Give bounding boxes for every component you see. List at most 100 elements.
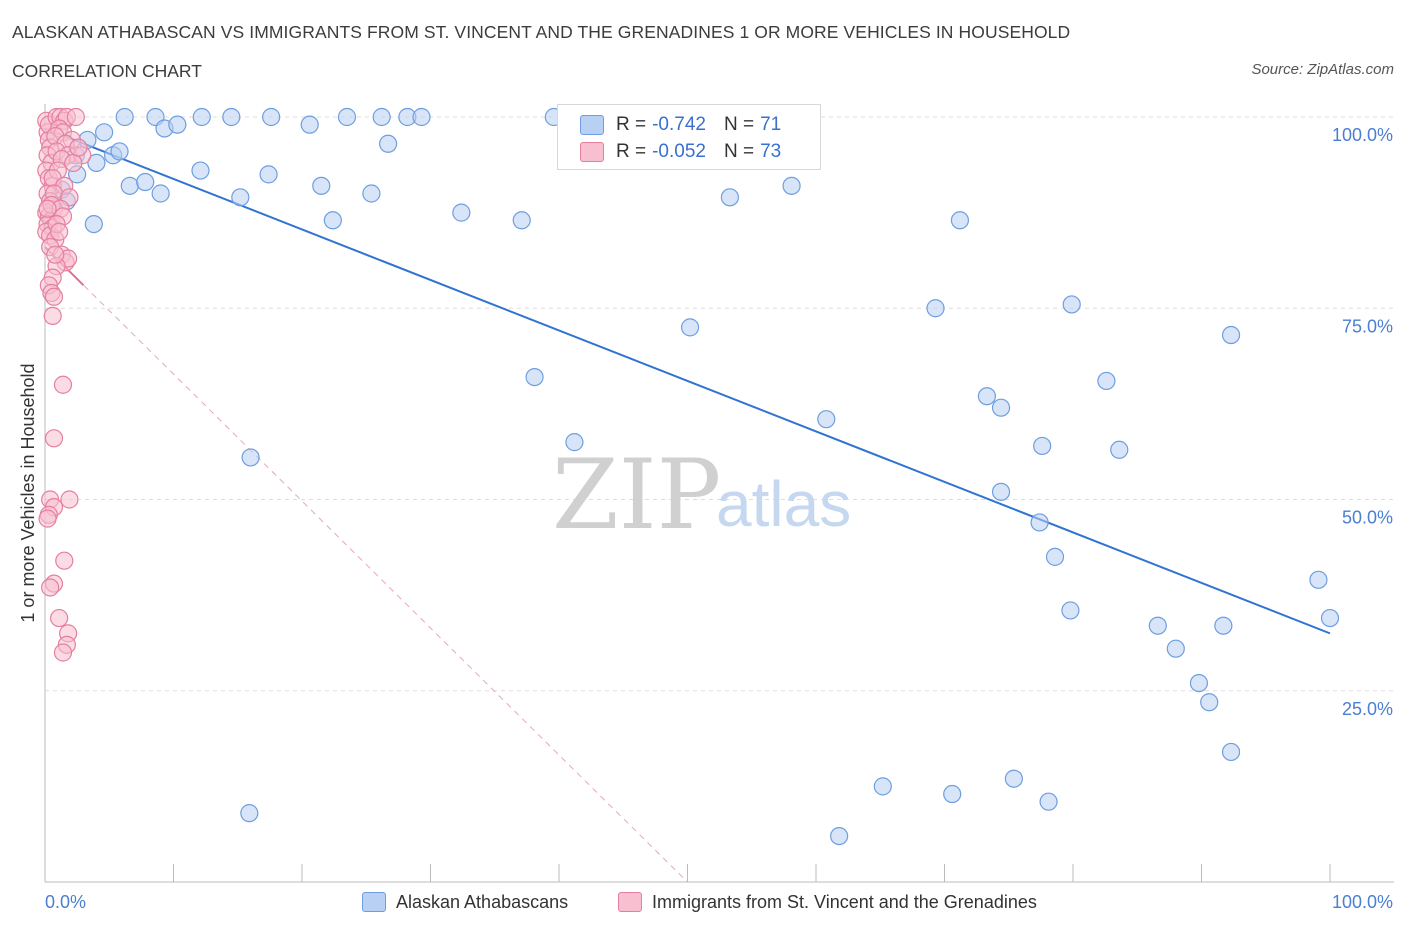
point-stvincent — [43, 306, 62, 325]
point-athabascan — [1200, 693, 1219, 712]
trendline-athabascan — [44, 127, 1331, 635]
point-athabascan — [1166, 639, 1185, 658]
point-athabascan — [300, 115, 319, 134]
point-athabascan — [168, 115, 187, 134]
point-athabascan — [115, 107, 134, 127]
y-tick-label: 50.0% — [1342, 508, 1393, 528]
point-athabascan — [241, 448, 260, 467]
point-athabascan — [1033, 436, 1052, 456]
point-athabascan — [1320, 608, 1340, 628]
point-stvincent — [50, 608, 69, 628]
y-tick-label: 100.0% — [1332, 125, 1393, 145]
x-tick-labels: 0.0% 100.0% — [45, 892, 1393, 912]
point-stvincent — [50, 222, 69, 241]
point-athabascan — [1039, 792, 1058, 811]
legend-box: R = -0.742 N = 71 R = -0.052 N = 73 — [557, 104, 821, 170]
legend-n-value: 73 — [760, 141, 782, 162]
point-athabascan — [680, 318, 700, 337]
point-athabascan — [362, 184, 381, 203]
legend-row-athabascan: R = -0.742 N = 71 — [580, 113, 781, 137]
data-points — [37, 107, 1340, 846]
point-athabascan — [378, 134, 398, 153]
point-athabascan — [830, 826, 849, 846]
point-stvincent — [66, 107, 85, 127]
y-tick-labels: 25.0% 50.0% 75.0% 100.0% — [1332, 125, 1393, 719]
point-athabascan — [943, 784, 962, 804]
point-athabascan — [452, 203, 471, 222]
legend-swatch-blue — [580, 115, 604, 135]
point-stvincent — [41, 578, 60, 597]
point-athabascan — [136, 172, 155, 192]
point-athabascan — [337, 107, 357, 127]
point-athabascan — [151, 184, 170, 203]
y-tick-label: 75.0% — [1342, 316, 1393, 336]
point-athabascan — [1148, 616, 1167, 635]
point-athabascan — [191, 161, 210, 180]
point-athabascan — [873, 777, 892, 796]
point-athabascan — [1097, 371, 1116, 391]
point-athabascan — [525, 368, 544, 387]
legend-r-value: -0.052 — [652, 141, 706, 162]
point-athabascan — [412, 107, 431, 127]
y-axis-label: 1 or more Vehicles in Household — [18, 363, 38, 622]
legend-row-stvincent: R = -0.052 N = 73 — [580, 140, 781, 164]
point-athabascan — [222, 107, 241, 127]
point-stvincent — [55, 551, 74, 570]
watermark: ZIP atlas — [552, 439, 851, 551]
legend-r-label: R = — [616, 114, 647, 135]
point-athabascan — [1309, 570, 1328, 589]
legend-n-label: N = — [723, 141, 755, 162]
watermark-atlas: atlas — [716, 468, 851, 540]
chart-source: Source: ZipAtlas.com — [1251, 61, 1394, 78]
point-athabascan — [84, 215, 103, 234]
trendline-stvincent-dashed — [44, 246, 688, 883]
point-athabascan — [991, 398, 1011, 417]
point-stvincent — [46, 245, 65, 264]
point-athabascan — [262, 107, 281, 127]
point-athabascan — [782, 176, 801, 195]
point-athabascan — [926, 299, 945, 318]
legend-n-label: N = — [723, 114, 755, 135]
point-athabascan — [817, 410, 836, 429]
legend-r-value: -0.742 — [652, 114, 706, 135]
watermark-zip: ZIP — [552, 439, 721, 551]
legend-swatch-pink — [580, 142, 604, 162]
point-athabascan — [565, 433, 584, 452]
point-stvincent — [38, 199, 57, 218]
point-athabascan — [95, 123, 114, 142]
point-stvincent — [69, 138, 88, 157]
point-athabascan — [1045, 547, 1065, 566]
point-athabascan — [512, 211, 531, 230]
point-athabascan — [259, 165, 278, 184]
chart-subtitle: CORRELATION CHART — [12, 61, 202, 81]
point-athabascan — [1221, 325, 1241, 345]
point-athabascan — [1062, 295, 1081, 314]
chart-title: ALASKAN ATHABASCAN VS IMMIGRANTS FROM ST… — [12, 22, 1071, 42]
point-stvincent — [44, 429, 64, 448]
bottom-legend-stvincent: Immigrants from St. Vincent and the Gren… — [618, 889, 1037, 915]
point-athabascan — [240, 804, 259, 823]
point-athabascan — [1221, 742, 1241, 762]
point-athabascan — [1061, 601, 1080, 620]
point-athabascan — [231, 188, 250, 207]
point-athabascan — [323, 211, 342, 230]
bottom-legend-swatch-pink — [618, 892, 642, 912]
point-stvincent — [60, 490, 79, 509]
point-stvincent — [38, 509, 57, 528]
y-tick-label: 25.0% — [1342, 699, 1393, 719]
point-athabascan — [1214, 616, 1233, 635]
point-stvincent — [53, 643, 73, 662]
point-athabascan — [120, 176, 139, 195]
bottom-legend-label: Alaskan Athabascans — [396, 891, 569, 912]
point-athabascan — [312, 176, 331, 195]
legend-r-label: R = — [616, 141, 647, 162]
point-athabascan — [991, 482, 1011, 501]
point-athabascan — [1004, 769, 1023, 788]
legend-n-value: 71 — [760, 114, 782, 135]
point-athabascan — [110, 142, 129, 161]
point-athabascan — [1189, 673, 1209, 693]
bottom-legend-swatch-blue — [362, 892, 386, 912]
point-stvincent — [64, 153, 83, 172]
point-athabascan — [1110, 440, 1129, 459]
